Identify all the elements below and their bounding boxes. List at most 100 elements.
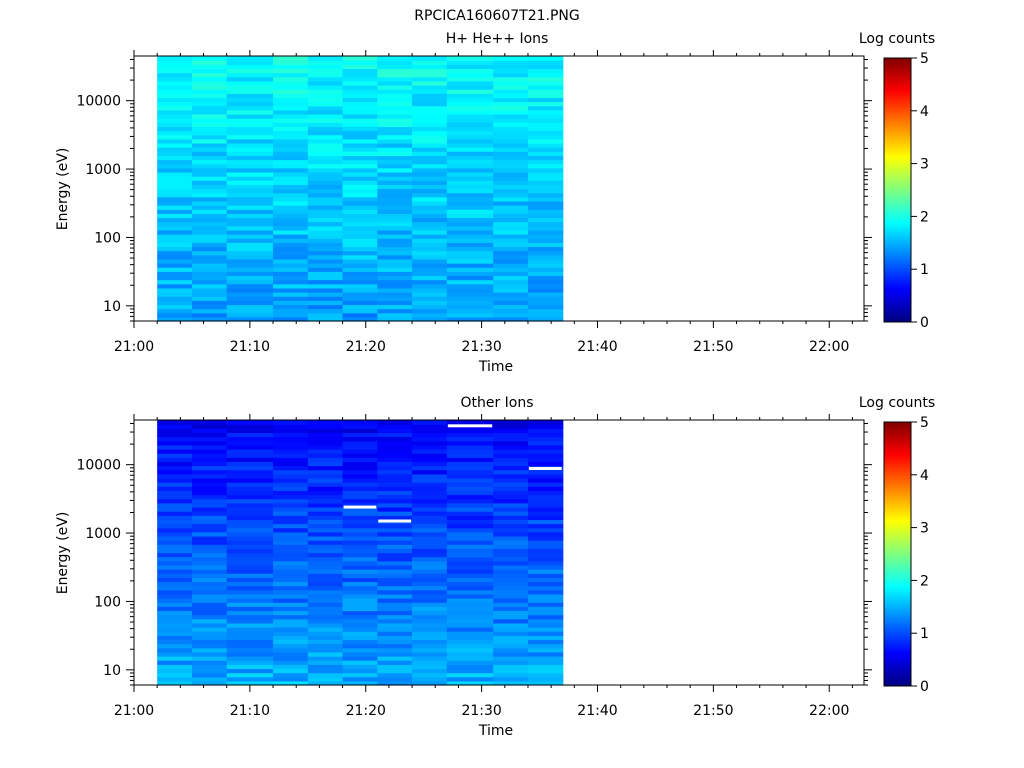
heatmap-cell xyxy=(342,461,378,467)
heatmap-cell xyxy=(157,292,193,297)
heatmap-cell xyxy=(493,585,529,591)
heatmap-cell xyxy=(493,606,529,612)
heatmap-cell xyxy=(226,304,274,310)
heatmap-cell xyxy=(493,122,529,127)
heatmap-cell xyxy=(412,564,448,570)
heatmap-cell xyxy=(412,316,448,322)
heatmap-cell xyxy=(273,420,309,425)
heatmap-cell xyxy=(527,668,564,674)
heatmap-cell xyxy=(307,217,344,223)
heatmap-cell xyxy=(493,535,529,541)
heatmap-cell xyxy=(307,660,344,665)
heatmap-cell xyxy=(342,469,378,475)
heatmap-cell xyxy=(342,651,378,657)
heatmap-cell xyxy=(527,84,564,90)
heatmap-cell xyxy=(412,448,448,454)
heatmap-cell xyxy=(412,457,448,463)
heatmap-cell xyxy=(342,250,378,256)
heatmap-cell xyxy=(307,147,344,152)
heatmap-cell xyxy=(412,598,448,603)
heatmap-cell xyxy=(157,440,193,446)
heatmap-cell xyxy=(377,420,413,425)
heatmap-cell xyxy=(307,498,344,504)
heatmap-cell xyxy=(307,564,344,570)
heatmap-cell xyxy=(273,577,309,583)
heatmap-cell xyxy=(527,192,564,198)
heatmap-cell xyxy=(446,180,494,185)
heatmap-cell xyxy=(446,312,494,318)
heatmap-cell xyxy=(412,527,448,533)
heatmap-cell xyxy=(342,142,378,148)
heatmap-cell xyxy=(527,316,564,322)
heatmap-cell xyxy=(342,163,378,169)
heatmap-cell xyxy=(412,660,448,665)
heatmap-cell xyxy=(412,606,448,612)
heatmap-cell xyxy=(527,635,564,641)
colorbar-tick-label: 4 xyxy=(920,104,929,120)
heatmap-cell xyxy=(446,498,494,504)
heatmap-cell xyxy=(226,76,274,82)
x-axis-label: Time xyxy=(478,723,513,739)
heatmap-cell xyxy=(493,147,529,152)
heatmap-cell xyxy=(377,593,413,599)
heatmap-cell xyxy=(527,560,564,566)
heatmap-cell xyxy=(527,523,564,529)
heatmap-cell xyxy=(307,477,344,483)
panel-title: H+ He++ Ions xyxy=(446,31,549,47)
heatmap-cell xyxy=(191,271,228,277)
x-tick-label: 22:00 xyxy=(809,703,849,719)
heatmap-cell xyxy=(307,138,344,144)
heatmap-cell xyxy=(191,258,228,264)
heatmap-cell xyxy=(226,292,274,297)
heatmap-cell xyxy=(446,660,494,665)
heatmap-cell xyxy=(273,250,309,256)
heatmap-cell xyxy=(307,171,344,177)
heatmap-cell xyxy=(412,93,448,99)
heatmap-cell xyxy=(307,602,344,607)
heatmap-cell xyxy=(226,308,274,314)
heatmap-cell xyxy=(446,602,494,607)
heatmap-cell xyxy=(342,668,378,674)
heatmap-cell xyxy=(527,184,564,190)
heatmap-cell xyxy=(493,540,529,545)
heatmap-cell xyxy=(412,192,448,198)
heatmap-cell xyxy=(412,200,448,206)
heatmap-cell xyxy=(342,134,378,140)
heatmap-cell xyxy=(342,167,378,173)
heatmap-cell xyxy=(342,171,378,177)
heatmap-cell xyxy=(412,246,448,252)
heatmap-cell xyxy=(412,535,448,541)
heatmap-cell xyxy=(412,308,448,314)
heatmap-cell xyxy=(342,498,378,504)
heatmap-cell xyxy=(412,217,448,223)
heatmap-cell xyxy=(412,589,448,595)
heatmap-cell xyxy=(157,60,193,65)
heatmap-cell xyxy=(191,569,228,574)
heatmap-cell xyxy=(191,118,228,123)
heatmap-cell xyxy=(191,589,228,595)
heatmap-cell xyxy=(493,502,529,508)
heatmap-cell xyxy=(446,263,494,268)
heatmap-cell xyxy=(493,130,529,136)
heatmap-cell xyxy=(412,300,448,306)
heatmap-cell xyxy=(273,589,309,595)
heatmap-cell xyxy=(446,511,494,516)
heatmap-cell xyxy=(157,577,193,583)
heatmap-cell xyxy=(446,267,494,272)
heatmap-cell xyxy=(493,651,529,657)
heatmap-cell xyxy=(191,660,228,665)
heatmap-cell xyxy=(446,515,494,520)
heatmap-cell xyxy=(412,296,448,301)
heatmap-cell xyxy=(493,602,529,607)
heatmap-cell xyxy=(342,606,378,612)
heatmap-cell xyxy=(342,105,378,111)
heatmap-cell xyxy=(412,267,448,272)
heatmap-cell xyxy=(226,242,274,248)
heatmap-cell xyxy=(342,680,378,686)
heatmap-cell xyxy=(377,56,413,61)
heatmap-cell xyxy=(157,457,193,463)
heatmap-cell xyxy=(377,68,413,74)
x-tick-label: 22:00 xyxy=(809,339,849,355)
heatmap-cell xyxy=(527,585,564,591)
